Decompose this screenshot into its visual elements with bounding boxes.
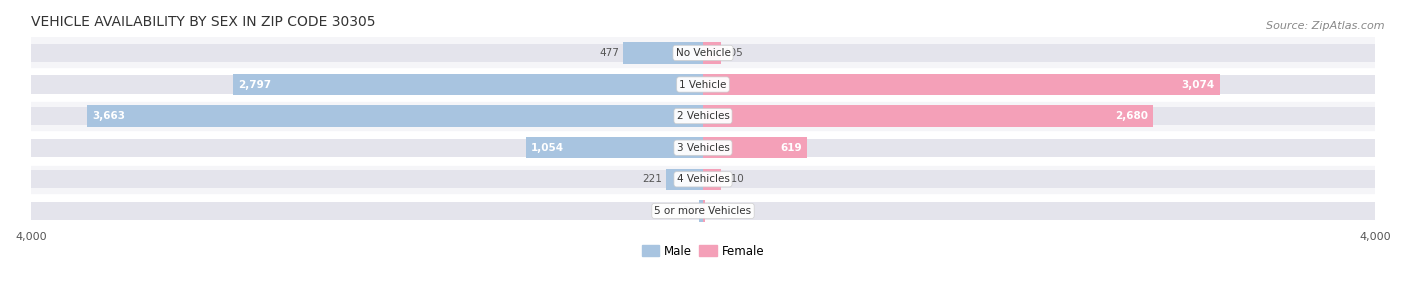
Bar — [31, 139, 1375, 157]
Bar — [31, 100, 1375, 132]
Text: 105: 105 — [724, 48, 744, 58]
Bar — [31, 44, 1375, 62]
Text: 3 Vehicles: 3 Vehicles — [676, 143, 730, 153]
Legend: Male, Female: Male, Female — [637, 240, 769, 263]
Bar — [703, 169, 721, 190]
Text: 619: 619 — [780, 143, 801, 153]
Bar — [703, 42, 721, 64]
Text: Source: ZipAtlas.com: Source: ZipAtlas.com — [1267, 21, 1385, 32]
Text: 477: 477 — [599, 48, 620, 58]
Bar — [703, 137, 807, 159]
Text: 3,663: 3,663 — [93, 111, 125, 121]
Text: 1,054: 1,054 — [531, 143, 564, 153]
Text: 2 Vehicles: 2 Vehicles — [676, 111, 730, 121]
Bar — [87, 105, 703, 127]
Bar — [31, 107, 1375, 125]
Bar — [31, 75, 1375, 94]
Bar — [623, 42, 703, 64]
Bar — [31, 37, 1375, 69]
Bar — [526, 137, 703, 159]
Text: VEHICLE AVAILABILITY BY SEX IN ZIP CODE 30305: VEHICLE AVAILABILITY BY SEX IN ZIP CODE … — [31, 15, 375, 29]
Bar — [703, 105, 1153, 127]
Bar — [31, 202, 1375, 220]
Bar — [31, 163, 1375, 195]
Text: No Vehicle: No Vehicle — [675, 48, 731, 58]
Bar — [31, 132, 1375, 163]
Text: 22: 22 — [683, 206, 696, 216]
Text: 221: 221 — [643, 174, 662, 184]
Text: 4 Vehicles: 4 Vehicles — [676, 174, 730, 184]
Text: 2,680: 2,680 — [1115, 111, 1149, 121]
Bar — [703, 200, 704, 222]
Bar — [233, 74, 703, 95]
Text: 2,797: 2,797 — [238, 80, 271, 90]
Text: 9: 9 — [707, 206, 714, 216]
Bar — [699, 200, 703, 222]
Text: 3,074: 3,074 — [1181, 80, 1215, 90]
Text: 5 or more Vehicles: 5 or more Vehicles — [654, 206, 752, 216]
Bar — [31, 170, 1375, 188]
Text: 1 Vehicle: 1 Vehicle — [679, 80, 727, 90]
Bar — [31, 69, 1375, 100]
Bar — [31, 195, 1375, 227]
Bar — [666, 169, 703, 190]
Text: 110: 110 — [725, 174, 745, 184]
Bar — [703, 74, 1219, 95]
